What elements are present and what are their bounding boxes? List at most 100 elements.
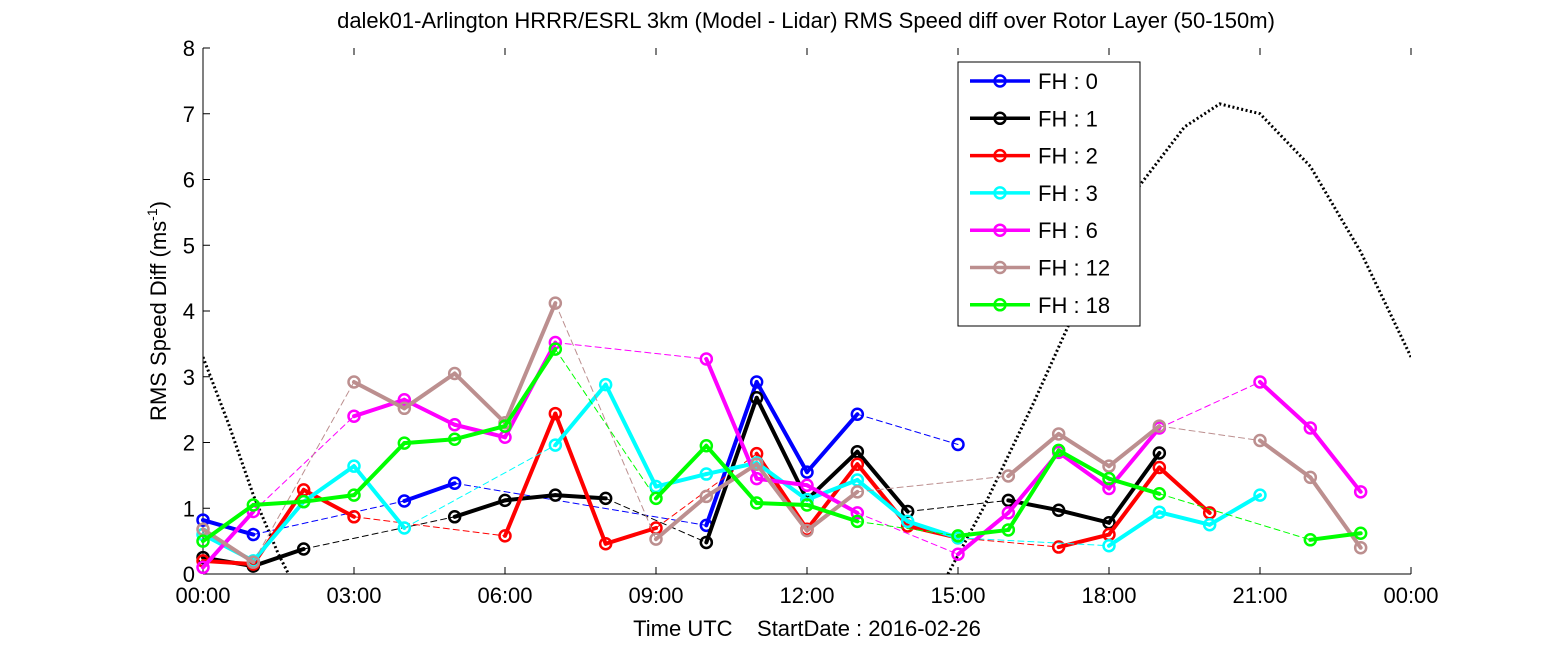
data-point	[1353, 526, 1368, 540]
data-point	[699, 467, 714, 481]
data-point	[749, 457, 764, 471]
data-point	[850, 457, 865, 471]
legend-swatch-marker	[993, 186, 1007, 200]
series-segment	[805, 502, 860, 524]
data-point	[548, 296, 563, 310]
y-axis-label-main: RMS Speed Diff (ms	[146, 221, 171, 421]
data-point	[347, 459, 361, 473]
data-point	[1353, 540, 1368, 555]
series-segment	[201, 558, 256, 567]
series-segment	[452, 371, 507, 425]
x-tick-label: 00:00	[1383, 583, 1438, 608]
data-point	[196, 560, 210, 575]
data-point	[397, 436, 412, 450]
data-point	[498, 529, 512, 543]
legend-entry: FH : 1	[970, 106, 1098, 131]
data-point	[1253, 375, 1267, 389]
y-tick-label: 1	[183, 496, 195, 521]
series-segment	[503, 411, 558, 538]
series-gap-segment	[957, 537, 1060, 548]
data-point	[699, 439, 714, 453]
data-point	[1353, 485, 1368, 499]
series-segment	[1006, 448, 1061, 532]
series-segment	[1006, 431, 1061, 479]
data-point	[850, 407, 865, 421]
legend-label: FH : 1	[1038, 106, 1098, 131]
series-segment	[754, 462, 809, 533]
data-point	[296, 542, 311, 556]
data-point	[246, 555, 261, 569]
data-point	[850, 514, 865, 529]
plot-area: 00:00 03:00 06:00 09:00 12:00 15:00 18:00 21:00…	[175, 36, 1438, 608]
data-point	[196, 534, 210, 548]
series-segment	[201, 518, 256, 537]
series-segment	[201, 502, 256, 544]
series-gap-segment	[303, 516, 456, 550]
x-tick-label: 00:00	[175, 583, 230, 608]
series-segment	[553, 382, 608, 448]
series-segment	[956, 527, 1011, 538]
series-segment	[1056, 448, 1111, 481]
series-segment	[1308, 426, 1363, 494]
reference-curve	[203, 102, 1411, 574]
x-tick-label: 06:00	[477, 583, 532, 608]
data-point	[800, 498, 814, 512]
series-segment	[1056, 431, 1111, 469]
series-gap-segment	[856, 475, 1009, 493]
axis-ticks: 00:00 03:00 06:00 09:00 12:00 15:00 18:00 21:00…	[175, 36, 1438, 608]
y-axis-label: RMS Speed Diff (ms-1)	[144, 201, 171, 421]
series-segment	[352, 380, 407, 411]
series-segment	[503, 347, 558, 429]
data-point	[246, 527, 261, 542]
legend-label: FH : 3	[1038, 181, 1098, 206]
data-point	[397, 521, 412, 535]
data-point	[1253, 433, 1267, 448]
series-gap-segment	[353, 516, 506, 537]
data-point	[447, 432, 462, 446]
data-point	[1303, 421, 1318, 435]
data-point	[1152, 487, 1167, 501]
legend-swatch-marker	[993, 148, 1007, 163]
series-fh-0	[196, 375, 965, 542]
series-segment	[805, 412, 860, 475]
series-segment	[1107, 465, 1162, 537]
series-gap-segment	[403, 444, 556, 529]
data-point	[1001, 506, 1016, 520]
data-point	[749, 375, 764, 389]
y-tick-label: 8	[183, 36, 195, 61]
series-segment	[1056, 508, 1111, 525]
series-segment	[1258, 380, 1313, 431]
series-segment	[1107, 476, 1162, 496]
data-point	[1001, 493, 1016, 508]
series-segment	[251, 499, 306, 507]
series-gap-segment	[907, 499, 1009, 513]
series-gap-segment	[554, 348, 657, 499]
series-segment	[704, 380, 759, 528]
data-point	[900, 514, 915, 529]
series-gap-segment	[957, 537, 1110, 547]
data-point	[1102, 459, 1116, 473]
data-point	[296, 494, 311, 509]
series-gap-segment	[554, 302, 657, 540]
legend-entry: FH : 12	[970, 256, 1110, 281]
series-segment	[301, 493, 356, 504]
series-segment	[1056, 450, 1111, 491]
data-point	[1202, 517, 1217, 532]
series-segment	[503, 493, 558, 503]
legend-swatch-marker	[993, 111, 1007, 126]
data-point	[498, 493, 512, 508]
chart-title: dalek01-Arlington HRRR/ESRL 3km (Model -…	[337, 8, 1275, 33]
series-gap-segment	[856, 413, 959, 445]
data-point	[1001, 523, 1016, 537]
series-fh-18	[196, 342, 1368, 548]
series-segment	[352, 464, 407, 530]
data-point	[447, 366, 462, 381]
series-gap-segment	[1158, 425, 1261, 442]
data-point	[1102, 538, 1116, 553]
series-segment	[603, 525, 658, 546]
data-point	[347, 510, 361, 524]
data-point	[800, 523, 814, 538]
y-tick-label: 3	[183, 365, 195, 390]
series-segment	[503, 301, 558, 425]
data-point	[548, 342, 563, 356]
